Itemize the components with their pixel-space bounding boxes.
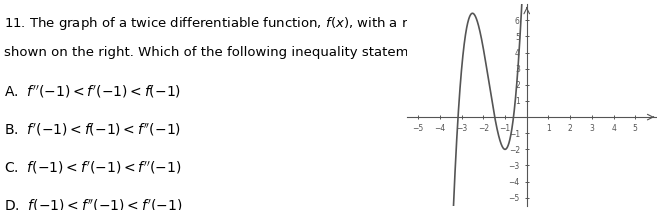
Text: C.  $f(-1) < f'(-1) < f''(-1)$: C. $f(-1) < f'(-1) < f''(-1)$ [4, 160, 181, 176]
Text: B.  $f'(-1) < f(-1) < f''(-1)$: B. $f'(-1) < f(-1) < f''(-1)$ [4, 122, 181, 138]
Text: 11. The graph of a twice differentiable function, $f(x)$, with a relative minimu: 11. The graph of a twice differentiable … [4, 15, 615, 32]
Text: shown on the right. Which of the following inequality statements is true?: shown on the right. Which of the followi… [4, 46, 491, 59]
Text: A.  $f''(-1) < f'(-1) < f(-1)$: A. $f''(-1) < f'(-1) < f(-1)$ [4, 84, 181, 100]
Text: D.  $f(-1) < f''(-1) < f'(-1)$: D. $f(-1) < f''(-1) < f'(-1)$ [4, 197, 183, 210]
